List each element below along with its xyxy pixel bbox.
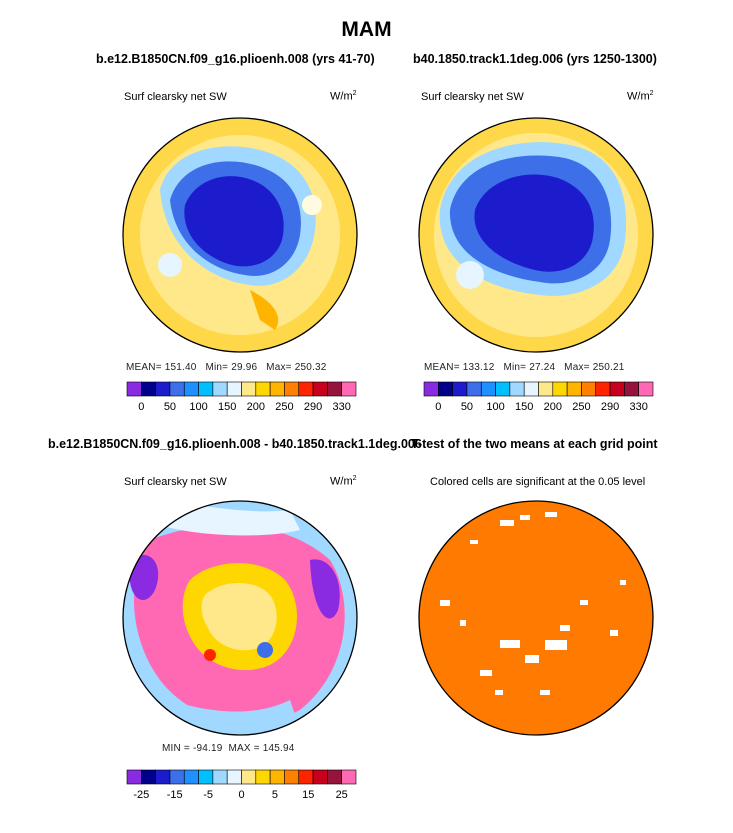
panel-2-colorbar-swatch <box>466 381 482 397</box>
panel-1-colorbar-tick-label: 0 <box>138 401 144 413</box>
panel-3-variable-label: Surf clearsky net SW <box>124 476 227 488</box>
panel-3-colorbar-swatch <box>169 769 185 785</box>
panel-2-colorbar-swatch <box>566 381 582 397</box>
panel-1-colorbar-swatch <box>155 381 171 397</box>
panel-3-units: W/m2 <box>330 475 357 488</box>
panel-3-colorbar-swatch <box>212 769 228 785</box>
panel-3-colorbar-swatch <box>298 769 314 785</box>
panel-2-map <box>419 118 653 352</box>
panel-1-colorbar-swatch <box>255 381 271 397</box>
panel-3-colorbar-tick-label: 25 <box>336 789 348 801</box>
panel-3-colorbar-swatch <box>226 769 242 785</box>
panel-4-title: T-test of the two means at each grid poi… <box>411 437 658 451</box>
panel-3-colorbar-tick-label: 0 <box>238 789 244 801</box>
panel-2-colorbar-swatch <box>552 381 568 397</box>
panel-1-variable-label: Surf clearsky net SW <box>124 91 227 103</box>
panel-1-colorbar-tick-label: 290 <box>304 401 322 413</box>
panel-2-colorbar-swatch <box>480 381 496 397</box>
panel-2-colorbar-swatch <box>423 381 439 397</box>
panel-1-colorbar-swatch <box>126 381 142 397</box>
panel-2-colorbar-swatch <box>538 381 554 397</box>
panel-3-colorbar-tick-label: -25 <box>133 789 149 801</box>
panel-3-colorbar-tick-label: 5 <box>272 789 278 801</box>
panel-1-colorbar-swatch <box>183 381 199 397</box>
panel-2-colorbar-tick-label: 250 <box>572 401 590 413</box>
panel-4-significance-label: Colored cells are significant at the 0.0… <box>430 476 646 488</box>
panel-3-colorbar-swatch <box>312 769 328 785</box>
panel-2-colorbar-swatch <box>495 381 511 397</box>
panel-1-title: b.e12.B1850CN.f09_g16.plioenh.008 (yrs 4… <box>96 52 375 66</box>
panel-2-colorbar-tick-label: 200 <box>544 401 562 413</box>
panel-3-colorbar: -25 -15 -5 0 5 15 25 <box>126 769 357 801</box>
panel-3-colorbar-tick-label: 15 <box>302 789 314 801</box>
panel-1-colorbar-swatch <box>198 381 214 397</box>
panel-3-colorbar-swatch <box>241 769 257 785</box>
panel-2-colorbar-swatch <box>609 381 625 397</box>
panel-3-colorbar-swatch <box>284 769 300 785</box>
panel-1-colorbar-swatch <box>312 381 328 397</box>
panel-2-colorbar-tick-label: 330 <box>630 401 648 413</box>
panel-1-colorbar-swatch <box>169 381 185 397</box>
panel-3-stats: MIN = -94.19 MAX = 145.94 <box>162 743 295 754</box>
panel-3-colorbar-swatch <box>255 769 271 785</box>
panel-1-colorbar-swatch <box>269 381 285 397</box>
panel-1-colorbar-swatch <box>327 381 342 397</box>
panel-2-colorbar-swatch <box>638 381 654 397</box>
panel-2-colorbar-tick-label: 150 <box>515 401 533 413</box>
panel-1-stats: MEAN= 151.40 Min= 29.96 Max= 250.32 <box>126 362 327 373</box>
panel-3-map <box>123 501 357 735</box>
panel-3-colorbar-swatch <box>269 769 285 785</box>
panel-1-colorbar-tick-label: 100 <box>189 401 207 413</box>
panel-3-colorbar-swatch <box>126 769 142 785</box>
panel-3-colorbar-swatch <box>141 769 156 785</box>
panel-1-colorbar-swatch <box>241 381 257 397</box>
panel-1-map <box>123 118 357 352</box>
panel-1-colorbar: 0 50 100 150 200 250 290 330 <box>126 381 357 413</box>
panel-1-colorbar-tick-label: 200 <box>247 401 265 413</box>
panel-2-colorbar-swatch <box>595 381 611 397</box>
panel-4-map <box>419 501 653 735</box>
panel-1-colorbar-tick-label: 150 <box>218 401 236 413</box>
panel-1-colorbar-swatch <box>298 381 314 397</box>
panel-2-colorbar-swatch <box>509 381 525 397</box>
panel-3-colorbar-swatch <box>341 769 357 785</box>
panel-2-colorbar-swatch <box>624 381 639 397</box>
panel-3-colorbar-tick-label: -15 <box>167 789 183 801</box>
panel-2-stats: MEAN= 133.12 Min= 27.24 Max= 250.21 <box>424 362 625 373</box>
panel-1-colorbar-tick-label: 50 <box>164 401 176 413</box>
panel-2-units: W/m2 <box>627 90 654 103</box>
panel-2-title: b40.1850.track1.1deg.006 (yrs 1250-1300) <box>413 52 657 66</box>
panel-2-variable-label: Surf clearsky net SW <box>421 91 524 103</box>
panel-2-colorbar-tick-label: 100 <box>486 401 504 413</box>
panel-2-colorbar-swatch <box>438 381 453 397</box>
panel-3-colorbar-swatch <box>155 769 171 785</box>
panel-1-units: W/m2 <box>330 90 357 103</box>
figure-title: MAM <box>341 18 392 41</box>
panel-1-colorbar-swatch <box>284 381 300 397</box>
panel-1-colorbar-swatch <box>141 381 156 397</box>
panel-3-colorbar-swatch <box>183 769 199 785</box>
panel-1-colorbar-swatch <box>226 381 242 397</box>
panel-1-colorbar-swatch <box>341 381 357 397</box>
panel-2-colorbar-tick-label: 50 <box>461 401 473 413</box>
panel-2-colorbar-tick-label: 290 <box>601 401 619 413</box>
panel-3-colorbar-tick-label: -5 <box>203 789 213 801</box>
panel-2-colorbar-tick-label: 0 <box>435 401 441 413</box>
panel-2-colorbar-swatch <box>581 381 597 397</box>
panel-2-colorbar-swatch <box>523 381 539 397</box>
panel-3-title: b.e12.B1850CN.f09_g16.plioenh.008 - b40.… <box>48 437 422 451</box>
panel-3-colorbar-swatch <box>327 769 342 785</box>
panel-1-colorbar-tick-label: 250 <box>275 401 293 413</box>
panel-2-colorbar: 0 50 100 150 200 250 290 330 <box>423 381 654 413</box>
panel-3-colorbar-swatch <box>198 769 214 785</box>
panel-2-colorbar-swatch <box>452 381 468 397</box>
panel-1-colorbar-tick-label: 330 <box>333 401 351 413</box>
panel-1-colorbar-swatch <box>212 381 228 397</box>
